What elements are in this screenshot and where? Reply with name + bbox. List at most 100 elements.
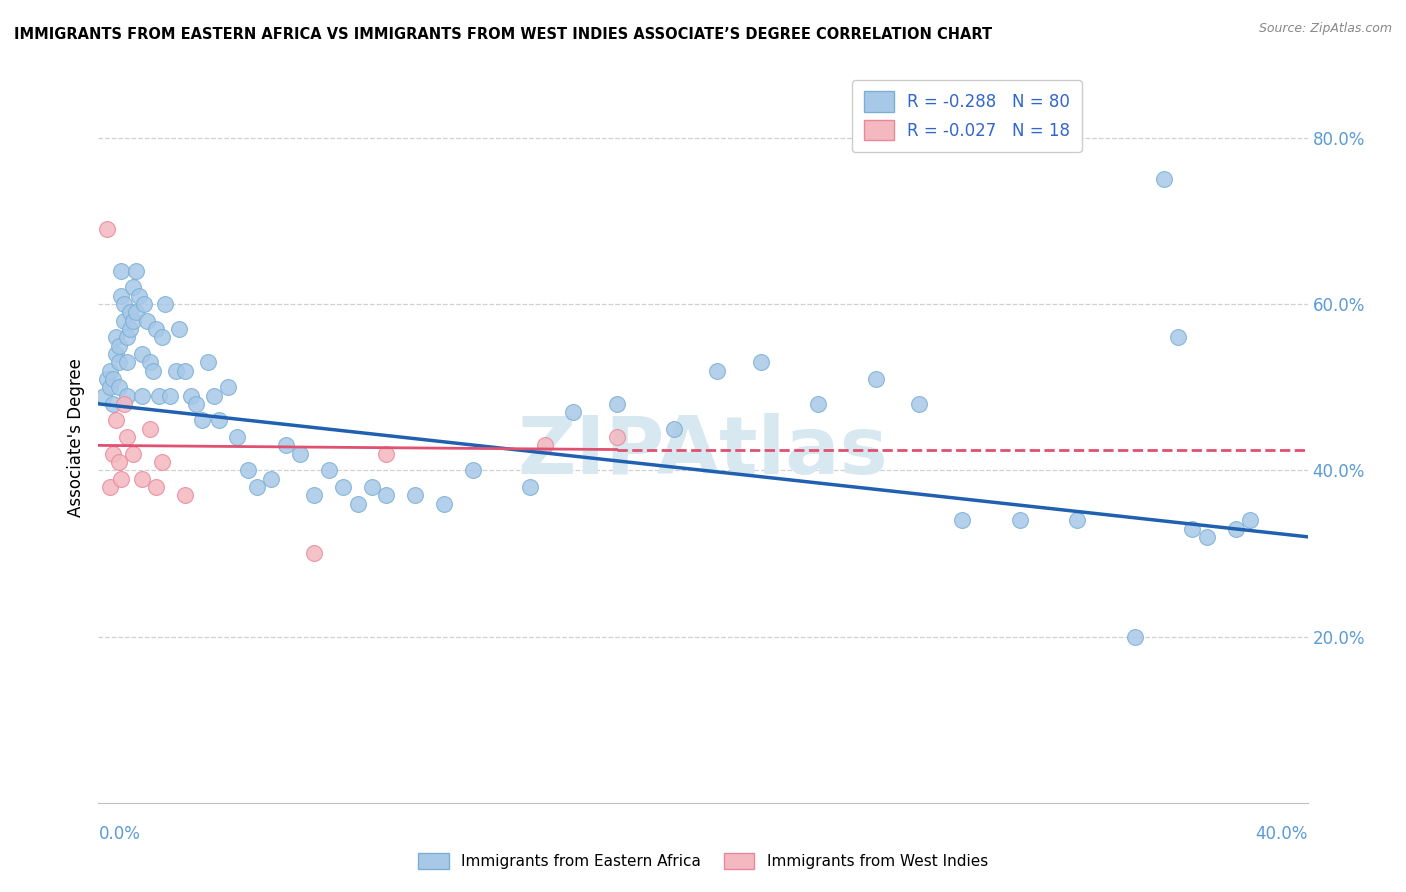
Text: Source: ZipAtlas.com: Source: ZipAtlas.com — [1258, 22, 1392, 36]
Point — [139, 422, 162, 436]
Point — [562, 405, 585, 419]
Point — [98, 380, 121, 394]
Point — [1239, 513, 1261, 527]
Point — [246, 480, 269, 494]
Point — [107, 355, 129, 369]
Point — [101, 372, 124, 386]
Point — [122, 280, 145, 294]
Point — [148, 388, 170, 402]
Point — [1181, 521, 1204, 535]
Point — [304, 546, 326, 560]
Point — [98, 363, 121, 377]
Point — [908, 397, 931, 411]
Point — [122, 447, 145, 461]
Point — [606, 397, 628, 411]
Point — [112, 314, 135, 328]
Point — [186, 397, 208, 411]
Point — [120, 305, 142, 319]
Point — [1225, 521, 1247, 535]
Point — [361, 480, 384, 494]
Point — [706, 363, 728, 377]
Point — [120, 322, 142, 336]
Point — [150, 330, 173, 344]
Point — [274, 438, 297, 452]
Legend: R = -0.288   N = 80, R = -0.027   N = 18: R = -0.288 N = 80, R = -0.027 N = 18 — [852, 79, 1081, 152]
Point — [107, 455, 129, 469]
Point — [131, 472, 153, 486]
Point — [98, 480, 121, 494]
Point — [606, 430, 628, 444]
Point — [318, 463, 340, 477]
Point — [404, 488, 426, 502]
Point — [1167, 330, 1189, 344]
Point — [433, 497, 456, 511]
Point — [96, 372, 118, 386]
Point — [197, 355, 219, 369]
Point — [533, 438, 555, 452]
Point — [110, 264, 132, 278]
Point — [112, 297, 135, 311]
Point — [217, 380, 239, 394]
Point — [304, 488, 326, 502]
Point — [93, 388, 115, 402]
Point — [128, 289, 150, 303]
Point — [104, 347, 127, 361]
Point — [159, 388, 181, 402]
Point — [167, 322, 190, 336]
Legend: Immigrants from Eastern Africa, Immigrants from West Indies: Immigrants from Eastern Africa, Immigran… — [412, 847, 994, 875]
Point — [1008, 513, 1031, 527]
Point — [375, 447, 398, 461]
Point — [180, 388, 202, 402]
Point — [107, 380, 129, 394]
Point — [375, 488, 398, 502]
Text: 40.0%: 40.0% — [1256, 825, 1308, 843]
Point — [110, 472, 132, 486]
Point — [115, 430, 138, 444]
Point — [807, 397, 830, 411]
Point — [115, 388, 138, 402]
Point — [110, 289, 132, 303]
Point — [865, 372, 887, 386]
Point — [145, 322, 167, 336]
Point — [122, 314, 145, 328]
Text: 0.0%: 0.0% — [98, 825, 141, 843]
Point — [1153, 172, 1175, 186]
Point — [950, 513, 973, 527]
Point — [260, 472, 283, 486]
Point — [134, 297, 156, 311]
Text: ZIPAtlas: ZIPAtlas — [517, 413, 889, 491]
Point — [150, 455, 173, 469]
Point — [101, 397, 124, 411]
Point — [131, 347, 153, 361]
Point — [191, 413, 214, 427]
Point — [346, 497, 368, 511]
Point — [173, 363, 195, 377]
Point — [165, 363, 187, 377]
Text: IMMIGRANTS FROM EASTERN AFRICA VS IMMIGRANTS FROM WEST INDIES ASSOCIATE’S DEGREE: IMMIGRANTS FROM EASTERN AFRICA VS IMMIGR… — [14, 27, 993, 42]
Point — [461, 463, 484, 477]
Point — [107, 338, 129, 352]
Point — [519, 480, 541, 494]
Point — [104, 330, 127, 344]
Point — [749, 355, 772, 369]
Point — [145, 480, 167, 494]
Point — [1195, 530, 1218, 544]
Point — [131, 388, 153, 402]
Point — [96, 222, 118, 236]
Y-axis label: Associate's Degree: Associate's Degree — [66, 358, 84, 516]
Point — [288, 447, 311, 461]
Point — [112, 397, 135, 411]
Point — [104, 413, 127, 427]
Point — [236, 463, 259, 477]
Point — [225, 430, 247, 444]
Point — [1066, 513, 1088, 527]
Point — [332, 480, 354, 494]
Point — [173, 488, 195, 502]
Point — [664, 422, 686, 436]
Point — [142, 363, 165, 377]
Point — [1123, 630, 1146, 644]
Point — [139, 355, 162, 369]
Point — [101, 447, 124, 461]
Point — [208, 413, 231, 427]
Point — [153, 297, 176, 311]
